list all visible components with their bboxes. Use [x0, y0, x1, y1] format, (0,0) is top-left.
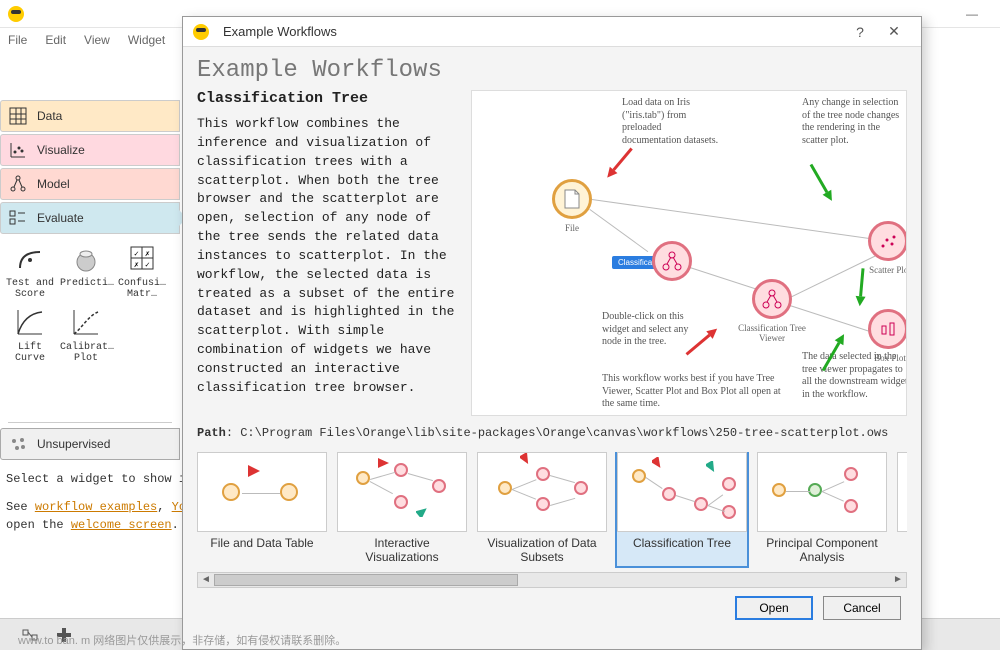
horizontal-scrollbar[interactable]: ◄ ►: [197, 572, 907, 588]
workflow-thumbnail[interactable]: Interactive Visualizations: [337, 452, 467, 566]
menu-view[interactable]: View: [84, 33, 110, 47]
node-classification-tree: [652, 241, 692, 281]
category-visualize[interactable]: Visualize: [0, 134, 180, 166]
help-button[interactable]: ?: [843, 24, 877, 40]
svg-text:✗: ✗: [134, 261, 139, 270]
dialog-heading: Example Workflows: [197, 57, 907, 84]
workflow-name: Classification Tree: [197, 90, 457, 107]
example-workflows-dialog: Example Workflows ? ✕ Example Workflows …: [182, 16, 922, 650]
app-icon: [193, 24, 209, 40]
category-label: Unsupervised: [37, 437, 110, 451]
cluster-icon: [7, 433, 29, 455]
widget-predictions[interactable]: Predicti…: [60, 240, 112, 300]
open-button[interactable]: Open: [735, 596, 813, 620]
svg-text:✗: ✗: [145, 250, 150, 259]
annotation: Any change in selection of the tree node…: [802, 97, 902, 147]
app-icon: [8, 6, 24, 22]
svg-text:✓: ✓: [145, 261, 150, 270]
category-label: Model: [37, 177, 70, 191]
category-data[interactable]: Data: [0, 100, 180, 132]
scrollbar-thumb[interactable]: [214, 574, 518, 586]
workflow-thumbnail[interactable]: Principal Component Analysis: [757, 452, 887, 566]
widget-test-score[interactable]: Test and Score: [4, 240, 56, 300]
link-welcome-screen[interactable]: welcome screen: [71, 518, 172, 532]
node-file: [552, 179, 592, 219]
annotation: Double-click on this widget and select a…: [602, 311, 702, 349]
workflow-thumbnail[interactable]: Visualization of Data Subsets: [477, 452, 607, 566]
node-box-plot: [868, 309, 907, 349]
category-unsupervised[interactable]: Unsupervised: [0, 428, 180, 460]
workflow-thumbnail[interactable]: File and Data Table: [197, 452, 327, 566]
divider: [8, 422, 172, 423]
link-workflow-examples[interactable]: workflow examples: [35, 500, 157, 514]
tree-icon: [7, 173, 29, 195]
thumbnail-strip: File and Data Table Interactive Visualiz…: [197, 452, 907, 570]
category-model[interactable]: Model: [0, 168, 180, 200]
scroll-right-icon[interactable]: ►: [890, 573, 906, 587]
annotation: This workflow works best if you have Tre…: [602, 373, 782, 411]
node-scatter-plot: [868, 221, 907, 261]
category-label: Visualize: [37, 143, 85, 157]
workflow-thumbnail[interactable]: Hierar… Clus…: [897, 452, 907, 566]
widget-lift-curve[interactable]: Lift Curve: [4, 304, 56, 364]
close-icon[interactable]: ✕: [877, 23, 911, 40]
workflow-path: Path: C:\Program Files\Orange\lib\site-p…: [197, 426, 907, 440]
category-sidebar: Data Visualize Model Evaluate: [0, 100, 180, 236]
minimize-icon[interactable]: —: [952, 2, 992, 26]
cancel-button[interactable]: Cancel: [823, 596, 901, 620]
node-tree-viewer: [752, 279, 792, 319]
scroll-left-icon[interactable]: ◄: [198, 573, 214, 587]
grid-icon: [7, 105, 29, 127]
menu-widget[interactable]: Widget: [128, 33, 165, 47]
svg-text:✓: ✓: [134, 250, 139, 259]
workflow-description: This workflow combines the inference and…: [197, 115, 457, 398]
widget-confusion[interactable]: ✓✗✗✓Confusi… Matr…: [116, 240, 168, 300]
category-evaluate[interactable]: Evaluate: [0, 202, 180, 234]
workflow-preview: Load data on Iris ("iris.tab") from prel…: [471, 90, 907, 416]
checks-icon: [7, 207, 29, 229]
widgets-grid: Test and Score Predicti… ✓✗✗✓Confusi… Ma…: [0, 236, 180, 368]
workflow-thumbnail[interactable]: Classification Tree: [617, 452, 747, 566]
watermark: www.to ban. m 网络图片仅供展示，非存储，如有侵权请联系删除。: [18, 632, 346, 648]
dialog-titlebar: Example Workflows ? ✕: [183, 17, 921, 47]
menu-file[interactable]: File: [8, 33, 27, 47]
menu-edit[interactable]: Edit: [45, 33, 66, 47]
dialog-title: Example Workflows: [223, 24, 337, 39]
widget-calibration[interactable]: Calibrat… Plot: [60, 304, 112, 364]
category-label: Evaluate: [37, 211, 84, 225]
annotation: Load data on Iris ("iris.tab") from prel…: [622, 97, 722, 147]
category-label: Data: [37, 109, 62, 123]
scatter-icon: [7, 139, 29, 161]
